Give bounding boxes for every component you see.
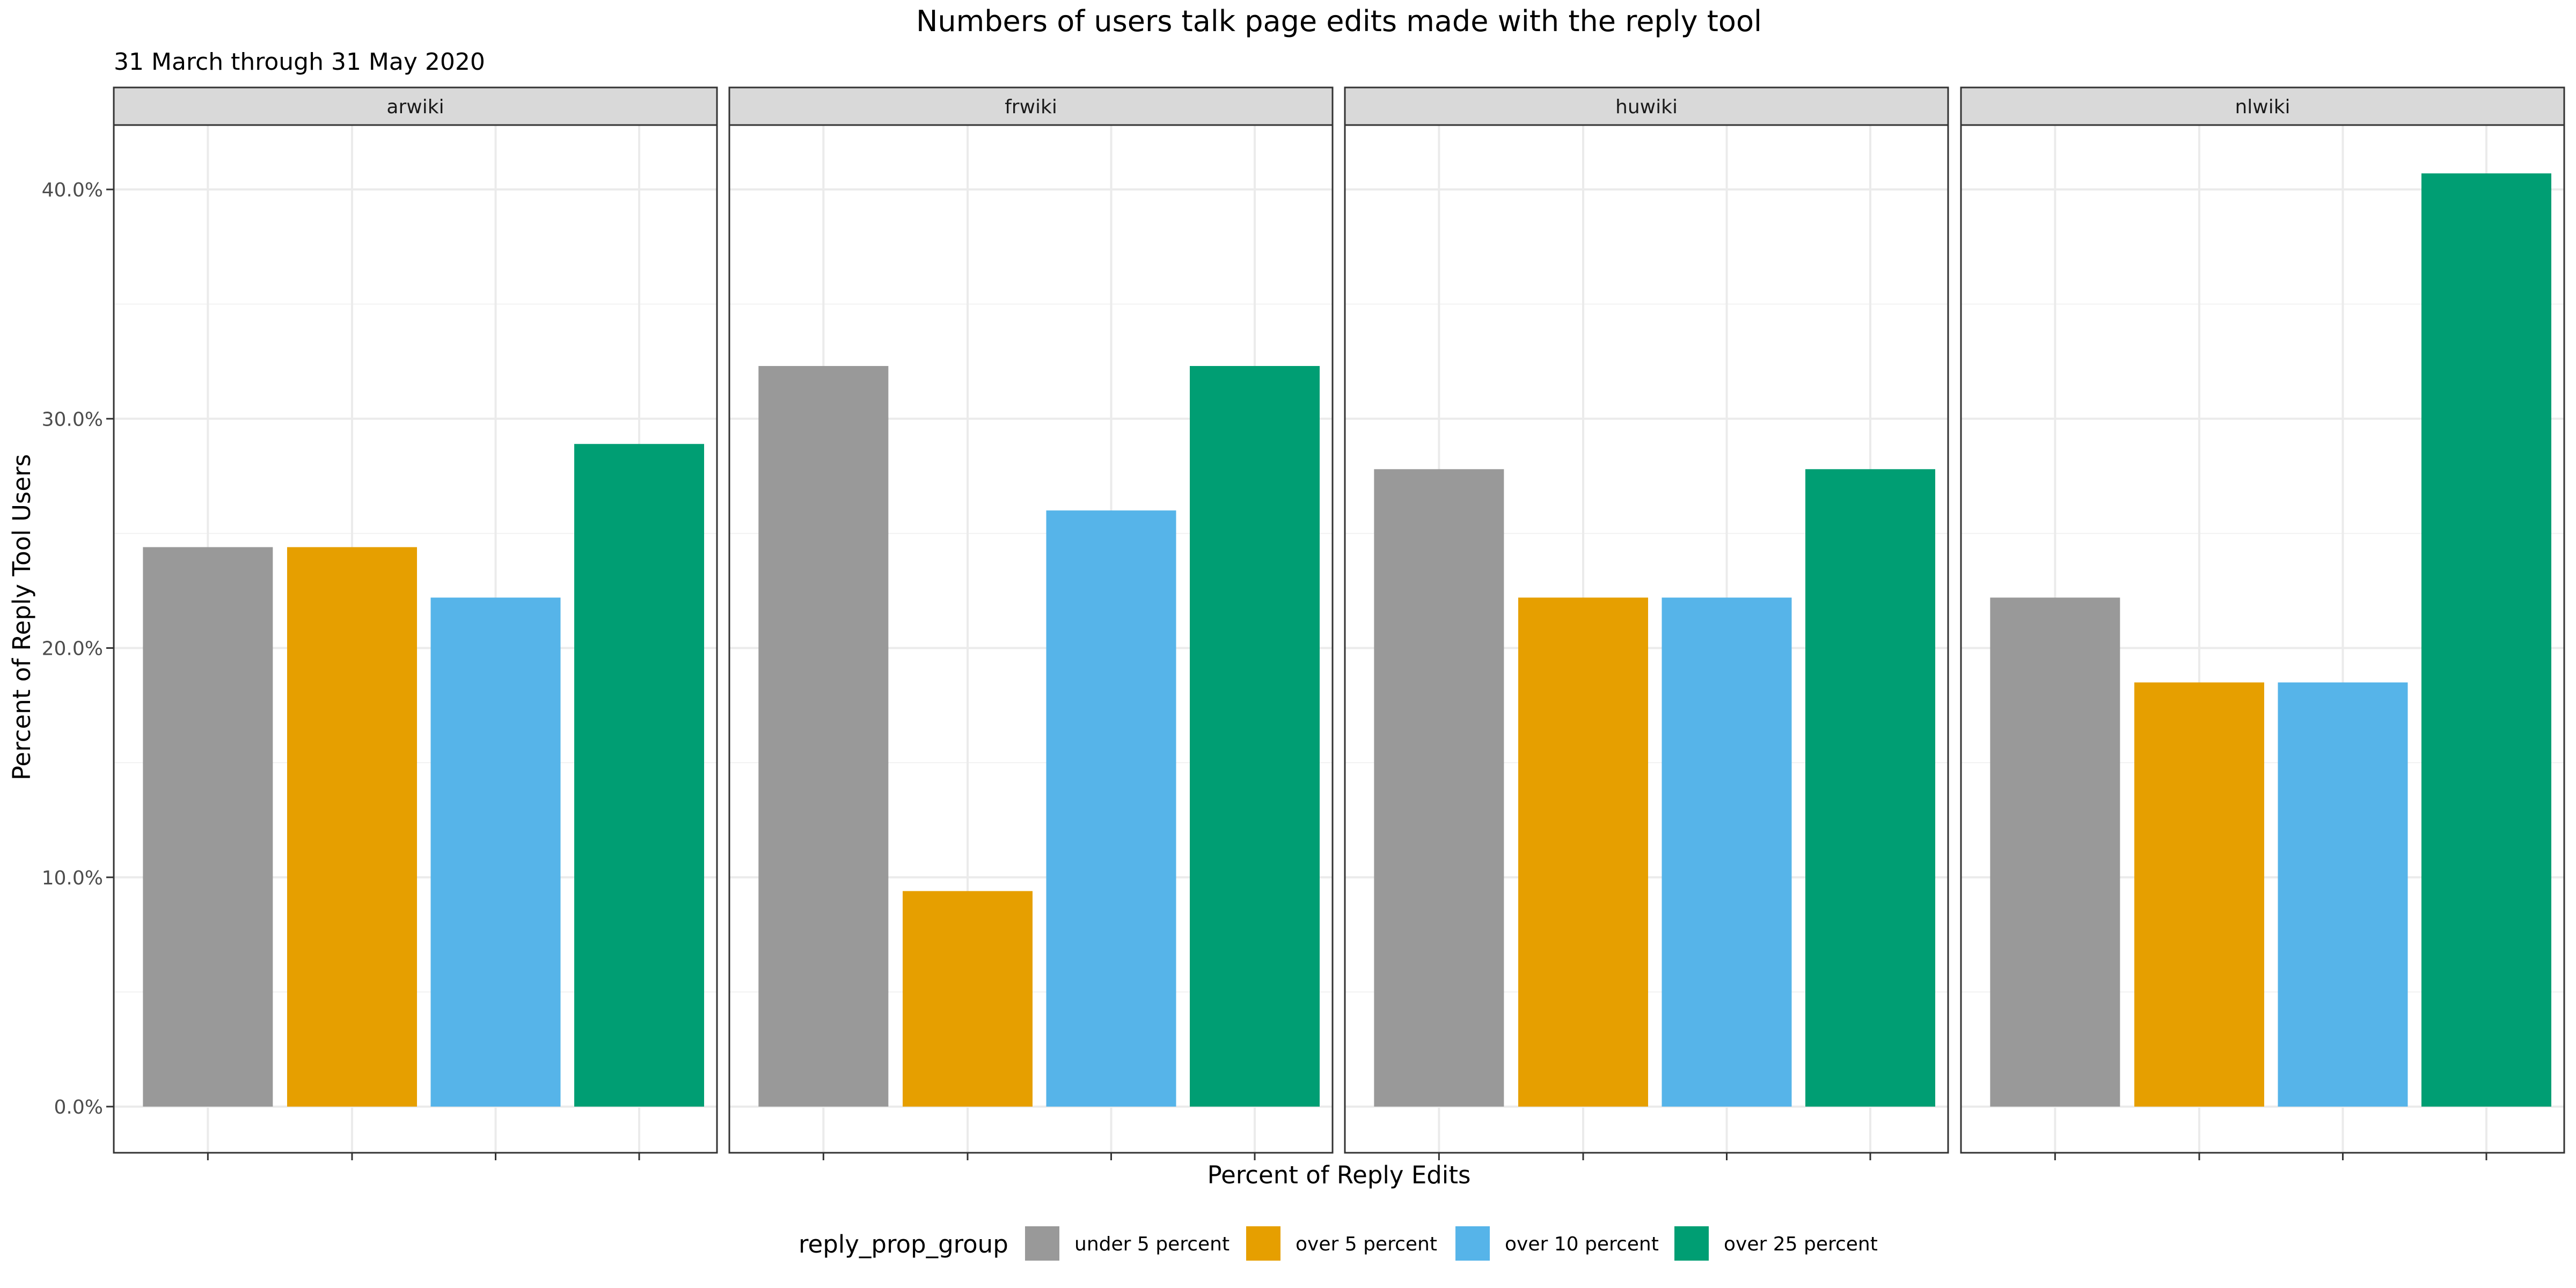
y-tick-label: 0.0% bbox=[54, 1096, 103, 1118]
legend-swatch-2 bbox=[1455, 1226, 1490, 1261]
legend-swatch-3 bbox=[1674, 1226, 1709, 1261]
bar-frwiki-2 bbox=[1046, 510, 1176, 1107]
facet-strip bbox=[1960, 86, 2565, 126]
bar-huwiki-2 bbox=[1662, 597, 1792, 1107]
legend-label-1: over 5 percent bbox=[1296, 1233, 1437, 1255]
chart-title: Numbers of users talk page edits made wi… bbox=[916, 4, 1762, 38]
legend-title: reply_prop_group bbox=[799, 1230, 1008, 1258]
x-axis-title: Percent of Reply Edits bbox=[1208, 1161, 1471, 1189]
facet-strip-label: frwiki bbox=[1005, 96, 1057, 118]
bar-arwiki-3 bbox=[574, 444, 705, 1107]
bar-arwiki-1 bbox=[287, 547, 417, 1107]
facet-strip-label: arwiki bbox=[386, 96, 444, 118]
bar-frwiki-0 bbox=[758, 365, 889, 1107]
legend-label-2: over 10 percent bbox=[1505, 1233, 1659, 1255]
y-tick-label: 40.0% bbox=[42, 179, 103, 201]
facet-panel-huwiki: huwiki bbox=[1344, 86, 1949, 1160]
y-tick-label: 30.0% bbox=[42, 408, 103, 430]
facet-strip bbox=[1344, 86, 1949, 126]
bar-huwiki-3 bbox=[1805, 469, 1936, 1107]
bar-nlwiki-0 bbox=[1990, 597, 2120, 1107]
legend: reply_prop_group under 5 percent over 5 p… bbox=[799, 1226, 1878, 1261]
legend-label-3: over 25 percent bbox=[1724, 1233, 1878, 1255]
facet-strip-label: huwiki bbox=[1615, 96, 1678, 118]
chart-subtitle: 31 March through 31 May 2020 bbox=[114, 48, 485, 76]
facet-panel-arwiki: arwiki bbox=[113, 86, 718, 1160]
bar-nlwiki-1 bbox=[2134, 682, 2264, 1107]
legend-label-0: under 5 percent bbox=[1074, 1233, 1230, 1255]
bar-frwiki-3 bbox=[1190, 365, 1320, 1107]
bar-huwiki-0 bbox=[1374, 469, 1504, 1107]
bar-nlwiki-2 bbox=[2278, 682, 2408, 1107]
y-tick-label: 10.0% bbox=[42, 867, 103, 889]
bar-arwiki-2 bbox=[430, 597, 561, 1107]
axes-layer: 0.0% 10.0% 20.0% 30.0% 40.0% arwiki frwiki huwi… bbox=[42, 86, 2565, 1160]
facet-strip-label: nlwiki bbox=[2235, 96, 2290, 118]
bar-huwiki-1 bbox=[1518, 597, 1648, 1107]
facet-panel-frwiki: frwiki bbox=[728, 86, 1334, 1160]
facet-strip bbox=[728, 86, 1334, 126]
y-tick-label: 20.0% bbox=[42, 638, 103, 660]
bar-frwiki-1 bbox=[902, 891, 1033, 1107]
bar-nlwiki-3 bbox=[2421, 173, 2552, 1107]
legend-swatch-1 bbox=[1246, 1226, 1280, 1261]
y-axis-title: Percent of Reply Tool Users bbox=[8, 454, 36, 780]
legend-swatch-0 bbox=[1025, 1226, 1059, 1261]
bar-arwiki-0 bbox=[143, 547, 273, 1107]
facet-strip bbox=[113, 86, 718, 126]
facet-panel-nlwiki: nlwiki bbox=[1960, 86, 2565, 1160]
